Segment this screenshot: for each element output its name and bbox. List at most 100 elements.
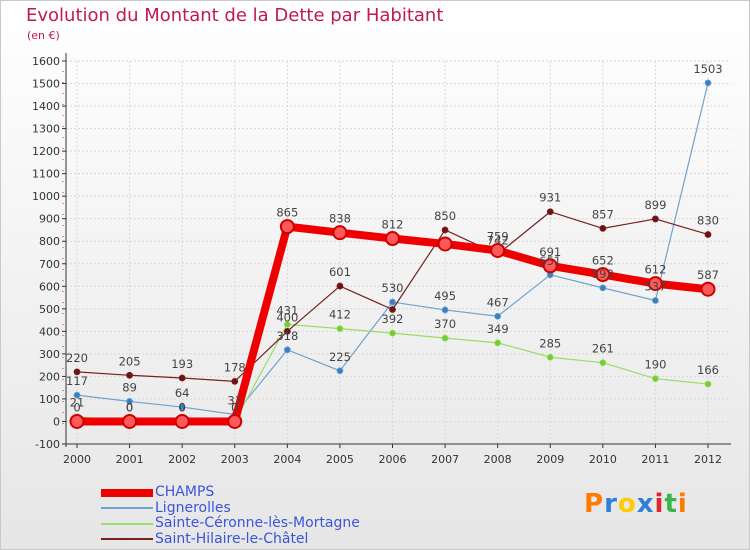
y-tick-label: 100: [39, 393, 60, 406]
data-label-lignerolles: 225: [329, 350, 351, 364]
data-point-champs: [490, 242, 506, 258]
y-tick-label: 1300: [32, 123, 60, 136]
data-point-sainte-ceronne-les-mortagne: [441, 334, 449, 342]
data-label-saint-hilaire-le-chatel: 931: [539, 191, 561, 205]
legend-swatch: [101, 522, 153, 525]
legend-item-saint-hilaire-le-chatel: Saint-Hilaire-le-Châtel: [101, 530, 360, 548]
data-label-sainte-ceronne-les-mortagne: 0: [126, 400, 133, 414]
data-point-lignerolles: [652, 297, 659, 304]
data-label-lignerolles: 1503: [693, 62, 722, 76]
data-point-lignerolles: [73, 391, 81, 399]
data-label-sainte-ceronne-les-mortagne: 190: [644, 358, 666, 372]
y-tick-label: 1600: [32, 55, 60, 68]
y-tick-label: 1100: [32, 168, 60, 181]
data-label-champs: 0: [73, 400, 80, 414]
legend-swatch: [101, 488, 153, 497]
x-tick-label: 2008: [484, 453, 512, 466]
data-label-champs: 587: [697, 268, 719, 282]
y-tick-label: 300: [39, 348, 60, 361]
logo-letter: t: [664, 489, 678, 519]
data-label-saint-hilaire-le-chatel: 601: [329, 265, 351, 279]
data-label-lignerolles: 318: [276, 329, 298, 343]
legend-item-lignerolles: Lignerolles: [101, 499, 360, 517]
legend-label: CHAMPS: [155, 484, 215, 501]
y-tick-label: 800: [39, 235, 60, 248]
legend-item-sainte-ceronne-les-mortagne: Sainte-Céronne-lès-Mortagne: [101, 516, 360, 532]
x-tick-label: 2000: [63, 453, 91, 466]
data-point-saint-hilaire-le-chatel: [231, 377, 239, 385]
y-tick-label: 900: [39, 213, 60, 226]
y-tick-label: 600: [39, 280, 60, 293]
y-tick-label: 500: [39, 303, 60, 316]
data-label-champs: 0: [231, 400, 238, 414]
data-point-saint-hilaire-le-chatel: [546, 208, 554, 216]
data-point-sainte-ceronne-les-mortagne: [704, 380, 712, 388]
data-point-saint-hilaire-le-chatel: [283, 327, 291, 335]
proxiti-logo: Proxiti: [584, 489, 688, 519]
data-label-sainte-ceronne-les-mortagne: 0: [231, 400, 238, 414]
data-point-champs: [69, 413, 85, 429]
data-point-saint-hilaire-le-chatel: [126, 371, 133, 379]
logo-letter: o: [617, 489, 637, 519]
data-label-saint-hilaire-le-chatel: 850: [434, 209, 456, 223]
data-point-saint-hilaire-le-chatel: [704, 231, 712, 238]
data-point-sainte-ceronne-les-mortagne: [494, 339, 502, 347]
legend-label: Lignerolles: [155, 499, 231, 516]
y-tick-label: 1200: [32, 145, 60, 158]
data-label-champs: 652: [592, 254, 614, 268]
unit-label: (en €): [27, 29, 60, 42]
data-point-champs: [122, 413, 138, 429]
data-point-sainte-ceronne-les-mortagne: [652, 375, 659, 383]
data-point-champs: [174, 413, 190, 429]
data-label-saint-hilaire-le-chatel: 220: [66, 351, 88, 365]
data-label-saint-hilaire-le-chatel: 742: [487, 233, 509, 247]
x-tick-label: 2012: [694, 453, 722, 466]
data-point-lignerolles: [336, 367, 344, 375]
data-point-champs: [647, 276, 663, 292]
data-label-lignerolles: 89: [122, 380, 137, 394]
data-label-champs: 691: [539, 245, 561, 259]
data-label-champs: 0: [126, 400, 133, 414]
data-point-sainte-ceronne-les-mortagne: [389, 329, 396, 337]
data-label-saint-hilaire-le-chatel: 205: [119, 354, 141, 368]
legend-label: Saint-Hilaire-le-Châtel: [155, 530, 309, 547]
data-point-champs: [227, 413, 243, 429]
data-label-sainte-ceronne-les-mortagne: 261: [592, 342, 614, 356]
logo-letter: P: [584, 489, 605, 519]
data-label-champs: 0: [179, 400, 186, 414]
y-tick-label: 1000: [32, 190, 60, 203]
chart-title: Evolution du Montant de la Dette par Hab…: [26, 5, 444, 26]
data-label-saint-hilaire-le-chatel: 400: [276, 310, 298, 324]
y-tick-label: 1400: [32, 100, 60, 113]
data-point-lignerolles: [178, 403, 186, 411]
data-point-saint-hilaire-le-chatel: [599, 224, 607, 232]
data-label-lignerolles: 495: [434, 289, 456, 303]
logo-letter: i: [654, 489, 665, 519]
data-label-saint-hilaire-le-chatel: 830: [697, 213, 719, 227]
x-tick-label: 2011: [641, 453, 669, 466]
y-tick-label: 700: [39, 258, 60, 271]
data-label-lignerolles: 467: [487, 295, 509, 309]
y-tick-label: 400: [39, 325, 60, 338]
data-label-lignerolles: 31: [227, 393, 242, 407]
data-label-champs: 838: [329, 212, 351, 226]
logo-letter: i: [677, 489, 688, 519]
data-label-sainte-ceronne-les-mortagne: 412: [329, 308, 351, 322]
data-label-lignerolles: 537: [644, 279, 666, 293]
data-label-lignerolles: 117: [66, 374, 88, 388]
data-point-sainte-ceronne-les-mortagne: [336, 325, 344, 333]
x-tick-label: 2001: [116, 453, 144, 466]
data-point-champs: [332, 225, 348, 241]
data-point-lignerolles: [283, 346, 291, 354]
data-label-saint-hilaire-le-chatel: 899: [644, 198, 666, 212]
data-point-lignerolles: [126, 398, 133, 405]
data-point-champs: [542, 258, 558, 274]
data-label-champs: 759: [487, 229, 509, 243]
data-label-sainte-ceronne-les-mortagne: 392: [382, 312, 404, 326]
data-point-lignerolles: [704, 79, 712, 87]
legend-label: Sainte-Céronne-lès-Mortagne: [155, 515, 360, 532]
x-tick-label: 2004: [273, 453, 301, 466]
data-label-sainte-ceronne-les-mortagne: 0: [179, 400, 186, 414]
